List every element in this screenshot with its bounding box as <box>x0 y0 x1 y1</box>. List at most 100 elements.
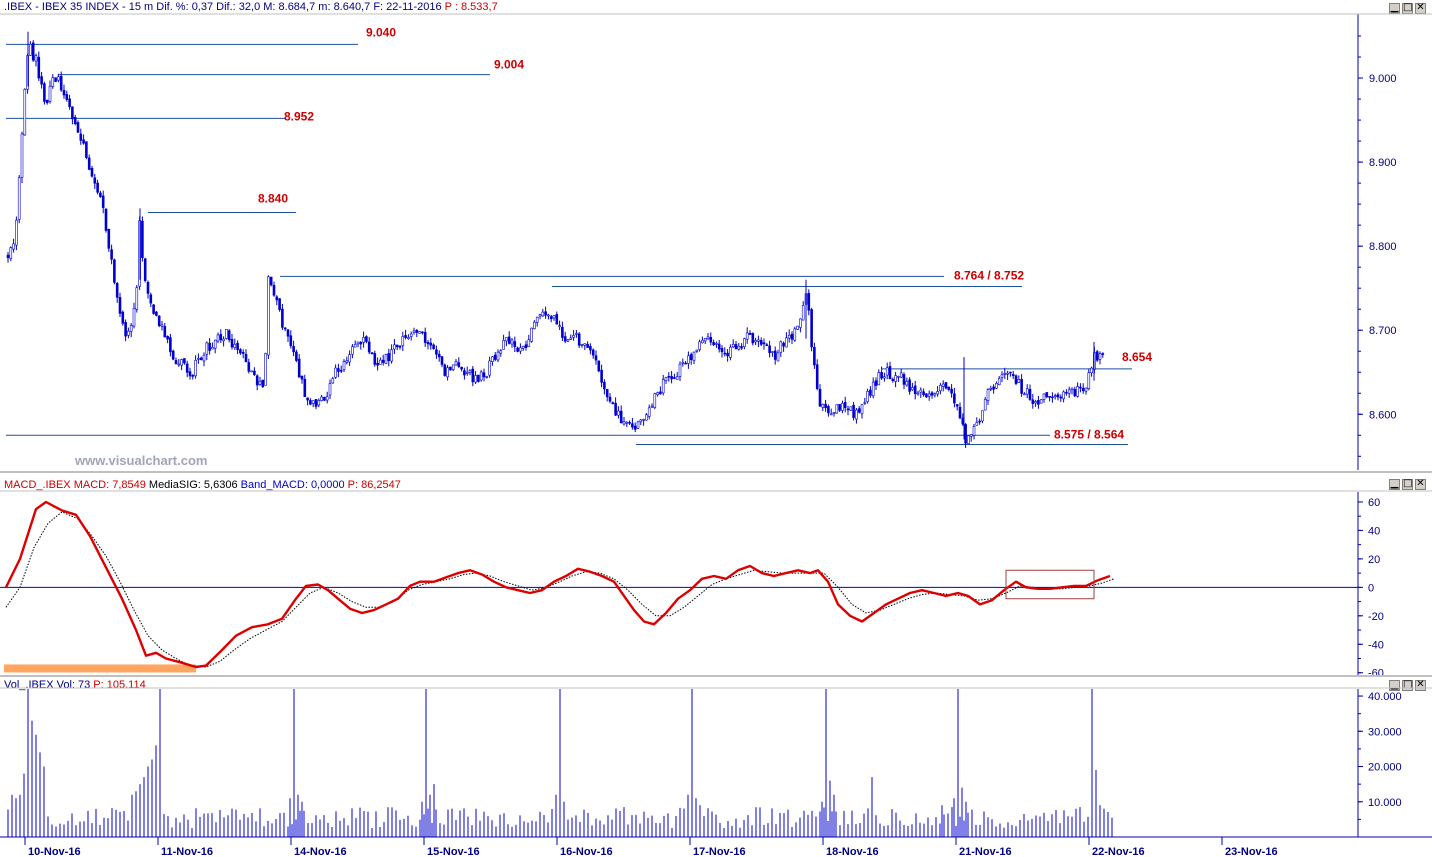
candle-body <box>619 410 623 424</box>
candle-body <box>843 401 847 409</box>
candle-body <box>353 343 357 348</box>
candle-body <box>796 325 799 330</box>
x-tick-label: 11-Nov-16 <box>161 846 213 857</box>
candle-body <box>348 354 351 363</box>
macd-maximize-button[interactable]: □ <box>1402 478 1413 490</box>
level-label: 9.004 <box>494 58 524 72</box>
candle-body <box>1003 373 1007 375</box>
macd-chart[interactable]: 60 40 20 0 -20 -40 -60 <box>0 474 1432 677</box>
candle-body <box>902 374 906 385</box>
candle-body <box>127 330 130 336</box>
volume-minimize-button[interactable]: ▁ <box>1389 679 1400 691</box>
candle-body <box>989 387 993 390</box>
x-tick-label: 16-Nov-16 <box>560 846 613 857</box>
price-chart[interactable]: 9.000 8.900 8.800 8.700 8.600 9.040 9.004 8.952… <box>0 0 1432 470</box>
candle-body <box>9 247 13 259</box>
level-label: 8.654 <box>1122 350 1152 364</box>
candle-body <box>255 375 259 386</box>
candle-body <box>468 370 472 373</box>
candle-body <box>558 325 561 327</box>
candle-body <box>723 352 727 355</box>
candle-body <box>421 331 424 334</box>
candle-body <box>45 99 49 104</box>
candle-body <box>247 362 251 372</box>
pane-divider[interactable] <box>0 471 1432 473</box>
candle-body <box>398 345 402 348</box>
x-tick-label: 21-Nov-16 <box>959 846 1012 857</box>
candle-body <box>712 342 715 346</box>
candle-body <box>384 354 388 364</box>
candle-body <box>1017 379 1021 383</box>
candle-body <box>734 344 738 350</box>
candle-body <box>813 347 816 366</box>
candle-body <box>43 83 46 102</box>
candle-body <box>337 368 340 372</box>
candle-body <box>995 383 998 389</box>
candle-body <box>706 336 710 340</box>
candle-body <box>838 404 841 411</box>
candle-body <box>6 254 10 258</box>
candle-body <box>373 353 377 365</box>
macd-line <box>4 500 1111 669</box>
volume-maximize-button[interactable]: □ <box>1402 679 1413 691</box>
candle-body <box>533 321 536 330</box>
macd-cursor-label: P: 86,2547 <box>344 479 401 491</box>
candle-body <box>594 355 598 361</box>
candle-body <box>608 396 612 402</box>
macd-close-button[interactable]: ✕ <box>1415 478 1426 490</box>
candle-body <box>757 339 760 342</box>
candle-body <box>124 322 127 337</box>
candle-body <box>339 370 343 372</box>
candle-body <box>59 75 63 91</box>
interval-label: 15 m <box>128 1 154 13</box>
candle-body <box>96 182 99 193</box>
candle-body <box>174 360 178 365</box>
candle-body <box>197 358 200 360</box>
candle-body <box>440 356 444 365</box>
candle-body <box>687 355 690 364</box>
candle-body <box>611 402 615 404</box>
candle-body <box>824 403 827 409</box>
candle-body <box>426 342 430 345</box>
candle-body <box>978 420 981 423</box>
candle-body <box>695 349 699 352</box>
candle-body <box>135 287 139 310</box>
macd-minimize-button[interactable]: ▁ <box>1389 478 1400 490</box>
candle-body <box>925 393 928 398</box>
candle-body <box>479 371 483 381</box>
candle-body <box>57 76 60 81</box>
candle-body <box>171 350 175 360</box>
candle-body <box>521 345 525 349</box>
candle-body <box>166 335 169 340</box>
candle-body <box>972 426 976 436</box>
minimize-icon: ▁ <box>1390 478 1399 489</box>
candle-body <box>29 43 32 56</box>
volume-close-button[interactable]: ✕ <box>1415 679 1426 691</box>
volume-chart[interactable]: 40.000 30.000 20.000 10.000 10-Nov-16 11-Nov-… <box>0 677 1432 857</box>
candle-body <box>1039 399 1043 404</box>
candle-body <box>31 42 35 61</box>
candle-body <box>829 413 833 416</box>
candle-body <box>499 350 503 354</box>
candle-body <box>807 292 811 311</box>
candle-body <box>622 421 626 425</box>
candle-body <box>527 339 531 347</box>
candle-body <box>82 139 85 144</box>
minimize-icon: ▁ <box>1390 2 1399 13</box>
candle-body <box>860 404 864 415</box>
candle-body <box>1025 388 1029 395</box>
candle-body <box>591 349 595 356</box>
candle-body <box>740 346 743 349</box>
candle-body <box>645 414 648 421</box>
x-tick-label: 15-Nov-16 <box>427 846 480 857</box>
candle-body <box>283 327 287 330</box>
candle-body <box>71 106 74 120</box>
candle-body <box>768 345 771 353</box>
candle-body <box>1009 371 1012 374</box>
dif-label: Dif.: 32,0 <box>213 1 261 13</box>
pane-divider[interactable] <box>0 675 1432 677</box>
candle-body <box>561 326 564 338</box>
level-label: 8.764 / 8.752 <box>954 268 1024 282</box>
candle-body <box>132 307 136 327</box>
candle-body <box>183 358 186 364</box>
